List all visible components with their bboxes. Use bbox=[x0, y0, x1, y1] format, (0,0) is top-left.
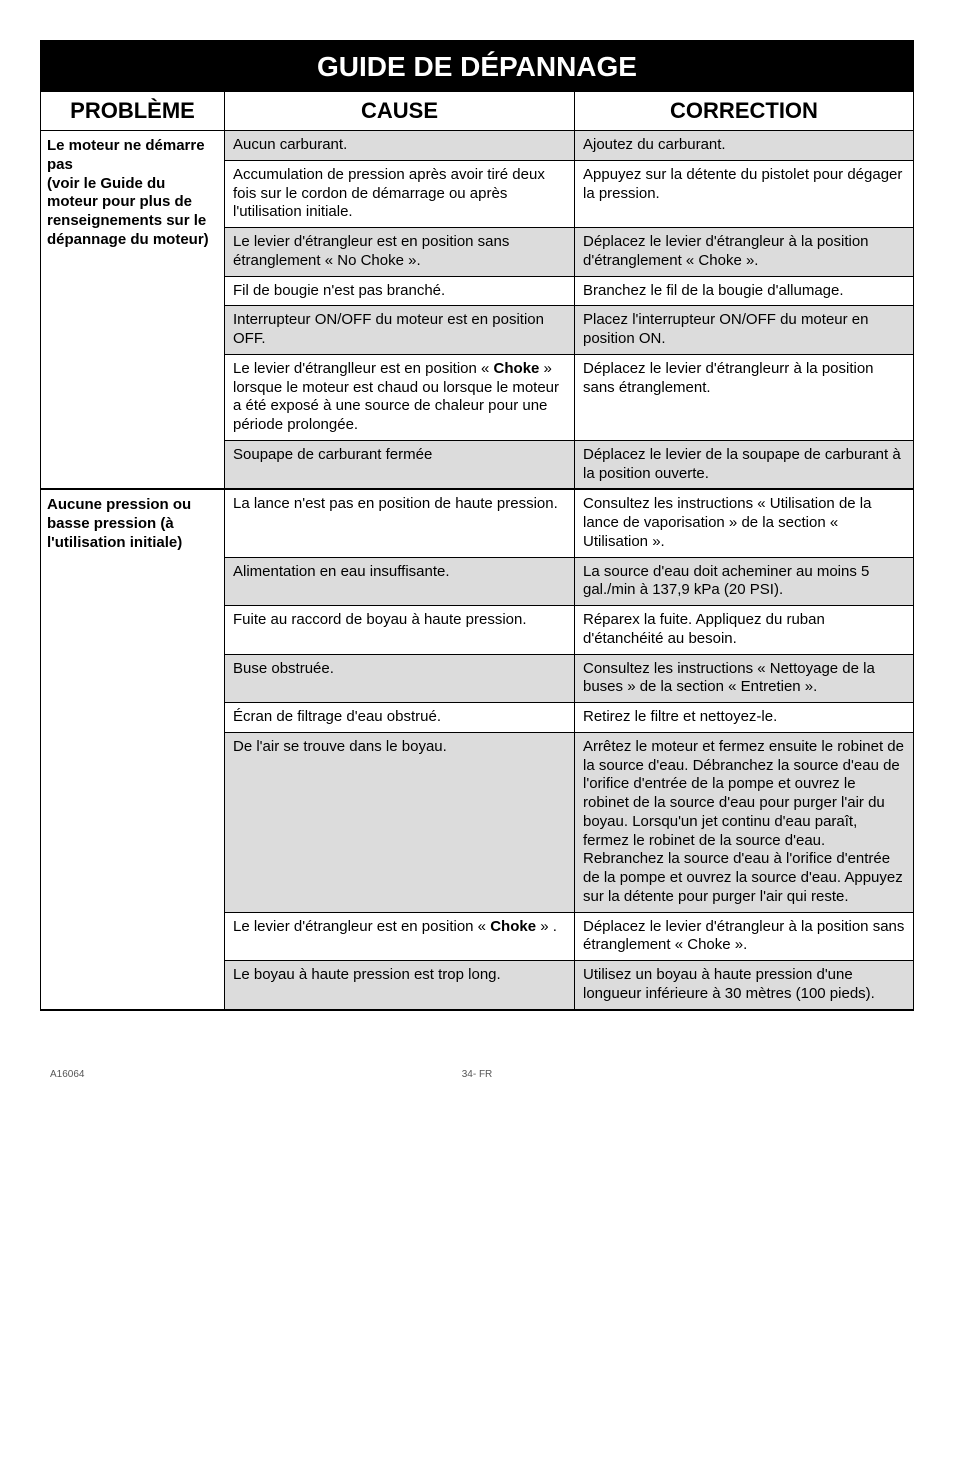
table-header-row: PROBLÈME CAUSE CORRECTION bbox=[40, 92, 914, 131]
cause-cell: Interrupteur ON/OFF du moteur est en pos… bbox=[225, 306, 575, 354]
guide-title: GUIDE DE DÉPANNAGE bbox=[40, 40, 914, 92]
cause-cell: Soupape de carburant fermée bbox=[225, 441, 575, 489]
correction-cell: Consultez les instructions « Nettoyage d… bbox=[575, 655, 913, 703]
correction-cell: Déplacez le levier de la soupape de carb… bbox=[575, 441, 913, 489]
cause-cell: Fuite au raccord de boyau à haute pressi… bbox=[225, 606, 575, 654]
table-row: Écran de filtrage d'eau obstrué.Retirez … bbox=[225, 702, 913, 732]
table-row: Le levier d'étrangleur est en position s… bbox=[225, 227, 913, 276]
footer-code: A16064 bbox=[50, 1069, 84, 1080]
correction-cell: Réparex la fuite. Appliquez du ruban d'é… bbox=[575, 606, 913, 654]
table-row: La lance n'est pas en position de haute … bbox=[225, 490, 913, 556]
correction-cell: Ajoutez du carburant. bbox=[575, 131, 913, 160]
correction-cell: Appuyez sur la détente du pistolet pour … bbox=[575, 161, 913, 227]
cause-cell: Alimentation en eau insuffisante. bbox=[225, 558, 575, 606]
correction-cell: Retirez le filtre et nettoyez-le. bbox=[575, 703, 913, 732]
correction-cell: Déplacez le levier d'étrangleur à la pos… bbox=[575, 913, 913, 961]
rows-container: Aucun carburant.Ajoutez du carburant.Acc… bbox=[225, 131, 913, 488]
cause-cell: De l'air se trouve dans le boyau. bbox=[225, 733, 575, 912]
correction-cell: Déplacez le levier d'étrangleurr à la po… bbox=[575, 355, 913, 440]
table-row: Le boyau à haute pression est trop long.… bbox=[225, 960, 913, 1009]
cause-cell: Le levier d'étranglleur est en position … bbox=[225, 355, 575, 440]
cause-cell: Aucun carburant. bbox=[225, 131, 575, 160]
table-row: Le levier d'étrangleur est en position «… bbox=[225, 912, 913, 961]
correction-cell: Placez l'interrupteur ON/OFF du moteur e… bbox=[575, 306, 913, 354]
table-row: Soupape de carburant ferméeDéplacez le l… bbox=[225, 440, 913, 489]
cause-cell: Le levier d'étrangleur est en position «… bbox=[225, 913, 575, 961]
correction-cell: Arrêtez le moteur et fermez ensuite le r… bbox=[575, 733, 913, 912]
cause-cell: Écran de filtrage d'eau obstrué. bbox=[225, 703, 575, 732]
header-probleme: PROBLÈME bbox=[41, 92, 225, 130]
table-row: Interrupteur ON/OFF du moteur est en pos… bbox=[225, 305, 913, 354]
correction-cell: Consultez les instructions « Utilisation… bbox=[575, 490, 913, 556]
footer-page: 34- FR bbox=[462, 1069, 493, 1080]
table-section: Le moteur ne démarre pas (voir le Guide … bbox=[41, 131, 913, 490]
table-row: Alimentation en eau insuffisante.La sour… bbox=[225, 557, 913, 606]
page-footer: A16064 34- FR bbox=[40, 1069, 914, 1080]
table-row: Fil de bougie n'est pas branché.Branchez… bbox=[225, 276, 913, 306]
problem-cell: Le moteur ne démarre pas (voir le Guide … bbox=[41, 131, 225, 488]
header-cause: CAUSE bbox=[225, 92, 575, 130]
table-row: Accumulation de pression après avoir tir… bbox=[225, 160, 913, 227]
cause-cell: Fil de bougie n'est pas branché. bbox=[225, 277, 575, 306]
correction-cell: La source d'eau doit acheminer au moins … bbox=[575, 558, 913, 606]
cause-cell: Accumulation de pression après avoir tir… bbox=[225, 161, 575, 227]
table-body: Le moteur ne démarre pas (voir le Guide … bbox=[40, 131, 914, 1011]
correction-cell: Déplacez le levier d'étrangleur à la pos… bbox=[575, 228, 913, 276]
problem-cell: Aucune pression ou basse pression (à l'u… bbox=[41, 490, 225, 1008]
correction-cell: Branchez le fil de la bougie d'allumage. bbox=[575, 277, 913, 306]
rows-container: La lance n'est pas en position de haute … bbox=[225, 490, 913, 1008]
table-row: De l'air se trouve dans le boyau.Arrêtez… bbox=[225, 732, 913, 912]
cause-cell: Buse obstruée. bbox=[225, 655, 575, 703]
table-row: Fuite au raccord de boyau à haute pressi… bbox=[225, 605, 913, 654]
header-correction: CORRECTION bbox=[575, 92, 913, 130]
correction-cell: Utilisez un boyau à haute pression d'une… bbox=[575, 961, 913, 1009]
table-row: Buse obstruée.Consultez les instructions… bbox=[225, 654, 913, 703]
cause-cell: La lance n'est pas en position de haute … bbox=[225, 490, 575, 556]
table-row: Le levier d'étranglleur est en position … bbox=[225, 354, 913, 440]
cause-cell: Le levier d'étrangleur est en position s… bbox=[225, 228, 575, 276]
table-row: Aucun carburant.Ajoutez du carburant. bbox=[225, 131, 913, 160]
cause-cell: Le boyau à haute pression est trop long. bbox=[225, 961, 575, 1009]
table-section: Aucune pression ou basse pression (à l'u… bbox=[41, 490, 913, 1010]
